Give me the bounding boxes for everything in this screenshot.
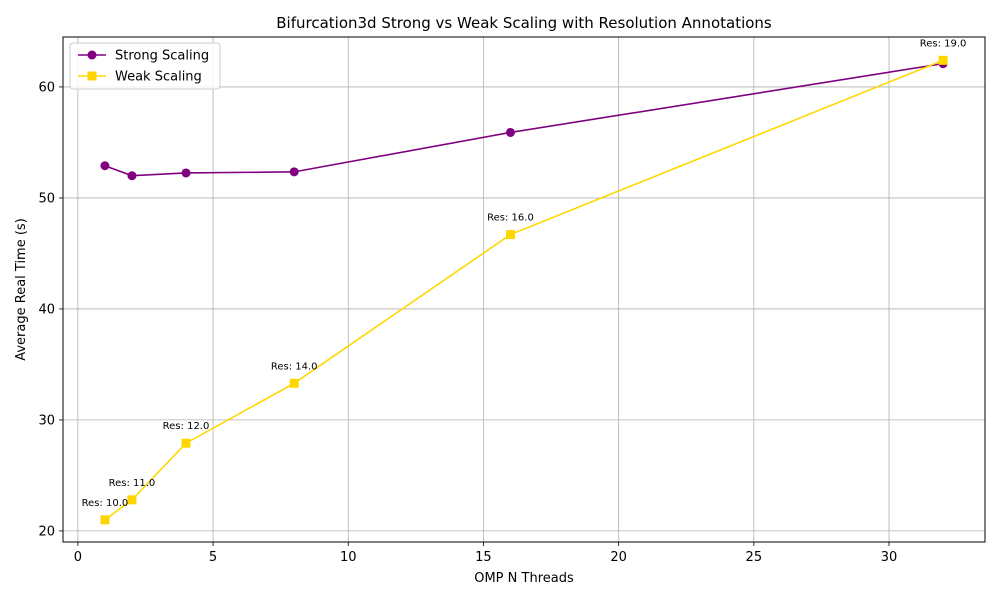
legend-box bbox=[69, 42, 221, 90]
y-tick-label: 60 bbox=[38, 80, 55, 95]
grid bbox=[63, 37, 985, 542]
axis-ticks: 0 5 10 15 20 25 30 20 30 40 50 60 bbox=[38, 80, 897, 565]
chart-title: Bifurcation3d Strong vs Weak Scaling wit… bbox=[276, 14, 772, 32]
resolution-annotation: Res: 19.0 bbox=[920, 38, 967, 49]
y-axis-label: Average Real Time (s) bbox=[14, 218, 29, 361]
legend-label: Weak Scaling bbox=[115, 70, 202, 85]
y-tick-label: 30 bbox=[38, 413, 55, 428]
legend-swatch-marker bbox=[87, 71, 97, 81]
legend: Strong Scaling Weak Scaling bbox=[69, 42, 221, 90]
series-0 bbox=[100, 59, 948, 181]
legend-item: Strong Scaling bbox=[78, 49, 209, 64]
x-tick-label: 20 bbox=[610, 550, 627, 565]
data-point bbox=[505, 230, 515, 240]
data-point bbox=[289, 378, 299, 388]
series-line bbox=[104, 62, 944, 177]
data-point bbox=[181, 438, 191, 448]
x-tick-label: 5 bbox=[209, 550, 217, 565]
legend-label: Strong Scaling bbox=[115, 49, 209, 64]
y-tick-label: 50 bbox=[38, 191, 55, 206]
data-point bbox=[938, 55, 948, 65]
x-tick-label: 10 bbox=[340, 550, 357, 565]
resolution-annotation: Res: 12.0 bbox=[163, 421, 210, 432]
data-point bbox=[100, 161, 110, 171]
data-point bbox=[505, 127, 515, 137]
y-tick-label: 20 bbox=[38, 524, 55, 539]
legend-item: Weak Scaling bbox=[78, 70, 202, 85]
data-point bbox=[289, 167, 299, 177]
data-point bbox=[127, 495, 137, 505]
resolution-annotation: Res: 16.0 bbox=[487, 213, 534, 224]
annotations: Res: 10.0 Res: 11.0 Res: 12.0 Res: 14.0 Res:… bbox=[82, 38, 967, 508]
data-point bbox=[127, 171, 137, 181]
x-axis-label: OMP N Threads bbox=[474, 571, 574, 586]
plot-frame bbox=[62, 36, 986, 543]
x-tick-label: 15 bbox=[475, 550, 492, 565]
legend-swatch-marker bbox=[87, 50, 97, 60]
x-tick-label: 25 bbox=[746, 550, 763, 565]
resolution-annotation: Res: 10.0 bbox=[82, 498, 129, 509]
series-1 bbox=[100, 55, 948, 525]
y-tick-label: 40 bbox=[38, 302, 55, 317]
x-tick-label: 0 bbox=[74, 550, 82, 565]
data-point bbox=[181, 168, 191, 178]
data-point bbox=[100, 515, 110, 525]
series bbox=[100, 55, 948, 525]
series-line bbox=[104, 59, 944, 521]
resolution-annotation: Res: 14.0 bbox=[271, 361, 318, 372]
resolution-annotation: Res: 11.0 bbox=[109, 478, 156, 489]
x-tick-label: 30 bbox=[881, 550, 898, 565]
